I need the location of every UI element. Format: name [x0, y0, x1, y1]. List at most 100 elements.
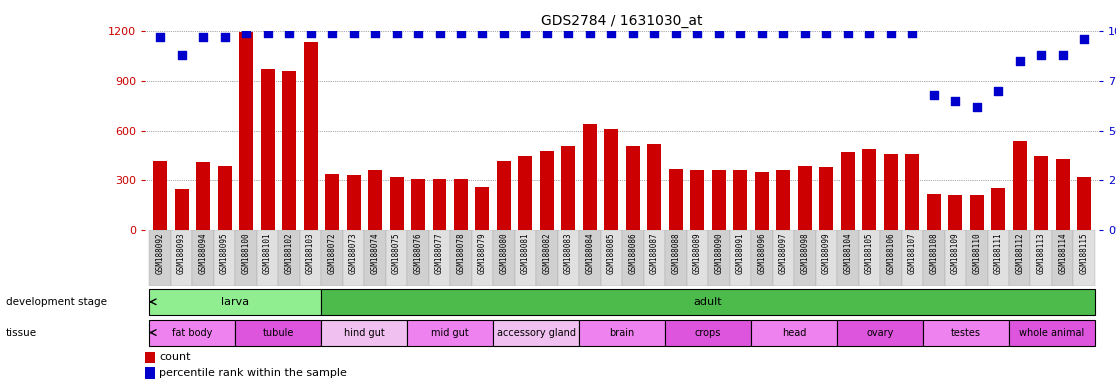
Bar — [304, 42, 318, 230]
Text: GSM188114: GSM188114 — [1058, 232, 1067, 274]
Point — [301, 30, 319, 36]
Bar — [905, 154, 920, 230]
Text: GSM188100: GSM188100 — [241, 232, 251, 274]
Text: GSM188076: GSM188076 — [414, 232, 423, 274]
Point — [946, 98, 964, 104]
Bar — [475, 187, 490, 230]
Text: GSM188115: GSM188115 — [1079, 232, 1089, 274]
Bar — [772, 230, 795, 286]
Bar — [926, 194, 941, 230]
Text: GSM188080: GSM188080 — [500, 232, 509, 274]
Bar — [605, 129, 618, 230]
Bar — [407, 230, 429, 286]
Bar — [858, 230, 881, 286]
Bar — [709, 230, 730, 286]
Bar — [730, 230, 751, 286]
Bar — [647, 144, 662, 230]
Bar — [171, 230, 192, 286]
Bar — [754, 172, 769, 230]
Text: GSM188096: GSM188096 — [758, 232, 767, 274]
Bar — [686, 230, 709, 286]
Point — [324, 30, 341, 36]
Bar — [343, 230, 364, 286]
Text: GSM188093: GSM188093 — [177, 232, 186, 274]
Text: adult: adult — [694, 297, 722, 307]
Bar — [1009, 230, 1030, 286]
Bar — [949, 195, 962, 230]
Bar — [840, 152, 855, 230]
Bar — [751, 320, 837, 346]
Bar — [514, 230, 536, 286]
Point — [667, 30, 685, 36]
Point — [624, 30, 642, 36]
Text: GSM188111: GSM188111 — [993, 232, 1003, 274]
Bar — [192, 230, 214, 286]
Bar — [282, 71, 296, 230]
Text: percentile rank within the sample: percentile rank within the sample — [158, 368, 347, 378]
Point — [345, 30, 363, 36]
Bar — [665, 320, 751, 346]
Point — [839, 30, 857, 36]
Bar — [145, 367, 155, 379]
Point — [689, 30, 706, 36]
Point — [817, 30, 835, 36]
Bar — [991, 188, 1006, 230]
Bar — [923, 320, 1009, 346]
Bar — [472, 230, 493, 286]
Bar — [944, 230, 966, 286]
Text: development stage: development stage — [6, 297, 107, 307]
Text: GSM188110: GSM188110 — [972, 232, 981, 274]
Bar — [536, 230, 558, 286]
Text: GSM188107: GSM188107 — [907, 232, 916, 274]
Text: GSM188082: GSM188082 — [542, 232, 551, 274]
Text: GSM188083: GSM188083 — [564, 232, 573, 274]
Text: hind gut: hind gut — [344, 328, 385, 338]
Point — [796, 30, 814, 36]
Text: GSM188090: GSM188090 — [714, 232, 723, 274]
Bar — [493, 230, 514, 286]
Text: GSM188075: GSM188075 — [392, 232, 401, 274]
Text: brain: brain — [609, 328, 635, 338]
Bar — [214, 230, 235, 286]
Bar — [235, 320, 321, 346]
Bar — [174, 189, 189, 230]
Bar — [325, 174, 339, 230]
Text: count: count — [158, 353, 191, 362]
Bar — [386, 230, 407, 286]
Point — [517, 30, 535, 36]
Bar — [411, 179, 425, 230]
Text: GSM188106: GSM188106 — [886, 232, 895, 274]
Bar — [561, 146, 576, 230]
Point — [452, 30, 470, 36]
Bar — [558, 230, 579, 286]
Bar — [966, 230, 988, 286]
Bar — [579, 320, 665, 346]
Bar — [881, 230, 902, 286]
Bar — [819, 167, 834, 230]
Text: larva: larva — [221, 297, 249, 307]
Bar — [579, 230, 600, 286]
Bar — [497, 161, 511, 230]
Bar — [389, 177, 404, 230]
Text: GSM188086: GSM188086 — [628, 232, 637, 274]
Point — [882, 30, 899, 36]
Bar — [988, 230, 1009, 286]
Bar — [450, 230, 472, 286]
Text: GSM188099: GSM188099 — [821, 232, 830, 274]
Bar — [733, 170, 748, 230]
Bar — [626, 146, 639, 230]
Bar — [837, 320, 923, 346]
Bar — [712, 170, 725, 230]
Bar — [145, 352, 155, 363]
Bar — [235, 230, 257, 286]
Point — [903, 30, 921, 36]
Text: GSM188105: GSM188105 — [865, 232, 874, 274]
Bar — [540, 151, 554, 230]
Point — [603, 30, 620, 36]
Bar — [519, 156, 532, 230]
Point — [753, 30, 771, 36]
Bar — [622, 230, 644, 286]
Text: GSM188104: GSM188104 — [844, 232, 853, 274]
Point — [366, 30, 384, 36]
Bar — [583, 124, 597, 230]
